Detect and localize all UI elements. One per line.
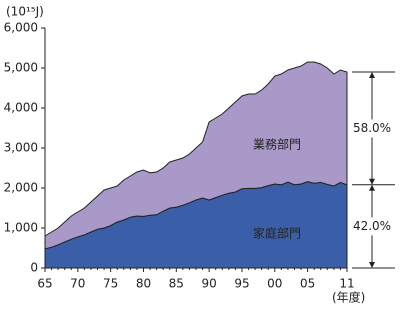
annotation-bg — [352, 119, 392, 138]
arrow-head — [369, 72, 375, 78]
y-tick-label: 2,000 — [4, 181, 38, 195]
x-tick-label: 80 — [136, 277, 151, 291]
y-tick-label: 4,000 — [4, 101, 38, 115]
x-tick-label: 85 — [169, 277, 184, 291]
area — [44, 61, 348, 250]
annotation-bg — [352, 217, 392, 236]
x-tick-label: 00 — [267, 277, 282, 291]
y-tick-label: 3,000 — [4, 141, 38, 155]
series-label: 家庭部門 — [253, 226, 301, 241]
x-tick-label: 95 — [234, 277, 249, 291]
annotation: 58.0% — [353, 121, 391, 135]
x-tick-label: 75 — [103, 277, 118, 291]
annotation: 42.0% — [353, 219, 391, 233]
y-axis-label: (10¹⁵J) — [6, 5, 44, 19]
x-tick-label: 05 — [300, 277, 315, 291]
y-tick-label: 6,000 — [4, 21, 38, 35]
x-tick-label: 65 — [37, 277, 52, 291]
arrow-head — [369, 184, 375, 191]
x-tick-label: 11 — [339, 277, 354, 291]
series-label: 業務部門 — [253, 137, 301, 152]
arrow-head — [369, 262, 375, 268]
arrow-head — [369, 178, 375, 185]
x-tick-label: 90 — [201, 277, 216, 291]
x-tick-label: 70 — [70, 277, 85, 291]
y-tick-label: 1,000 — [4, 221, 38, 235]
y-tick-label: 0 — [30, 261, 38, 275]
x-axis-label: (年度) — [332, 290, 365, 305]
y-tick-label: 5,000 — [4, 61, 38, 75]
